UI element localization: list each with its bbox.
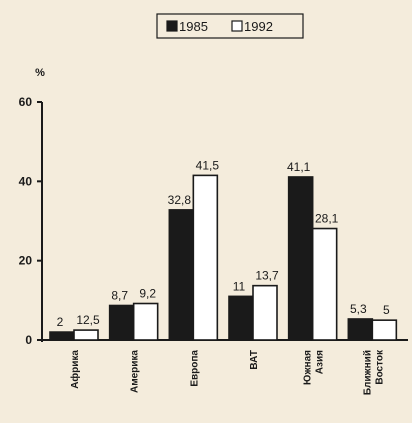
value-label-1985-1: 8,7	[111, 288, 128, 302]
category-label-5-1: Восток	[374, 349, 385, 385]
legend-swatch-1992	[231, 20, 243, 32]
category-label-5-0: Ближний	[362, 350, 373, 395]
value-label-1985-2: 32,8	[168, 193, 192, 207]
legend-label-1985: 1985	[179, 19, 208, 34]
value-label-1992-3: 13,7	[255, 269, 279, 283]
y-tick-label: 40	[19, 174, 33, 188]
bar-1992-3	[252, 284, 278, 341]
value-label-1985-0: 2	[57, 315, 64, 329]
y-tick-label: 0	[25, 333, 32, 347]
bar-1985-5	[347, 318, 374, 341]
category-label-3-0: ВАТ	[249, 350, 260, 370]
bar-1985-3	[228, 295, 254, 341]
legend-swatch-1985	[166, 20, 178, 32]
value-label-1992-4: 28,1	[315, 212, 339, 226]
category-label-4-1: Азия	[315, 350, 326, 374]
bar-1985-4	[287, 176, 314, 341]
value-label-1992-1: 9,2	[139, 287, 156, 301]
category-label-0-0: Африка	[69, 350, 81, 389]
legend-label-1992: 1992	[244, 19, 273, 34]
value-label-1992-2: 41,5	[196, 158, 220, 172]
category-label-2-0: Европа	[189, 350, 200, 387]
y-tick-label: 20	[19, 254, 33, 268]
bar-1992-2	[192, 174, 219, 341]
bar-1992-4	[311, 227, 338, 341]
y-axis-label: %	[35, 67, 45, 79]
category-label-1-0: Америка	[130, 350, 141, 393]
category-label-4-0: Южная	[303, 350, 314, 385]
bar-1985-2	[168, 209, 195, 341]
bar-1992-0	[73, 329, 99, 341]
value-label-1992-0: 12,5	[76, 313, 100, 327]
legend-box	[156, 13, 304, 39]
bar-1985-1	[108, 304, 135, 341]
value-label-1985-4: 41,1	[287, 160, 311, 174]
value-label-1985-5: 5,3	[350, 302, 367, 316]
bar-1992-5	[371, 319, 398, 341]
value-label-1985-3: 11	[233, 279, 246, 293]
value-label-1992-5: 5	[383, 303, 390, 317]
bar-1985-0	[49, 331, 75, 341]
bar-1992-1	[132, 302, 159, 341]
y-tick-label: 60	[19, 95, 33, 109]
